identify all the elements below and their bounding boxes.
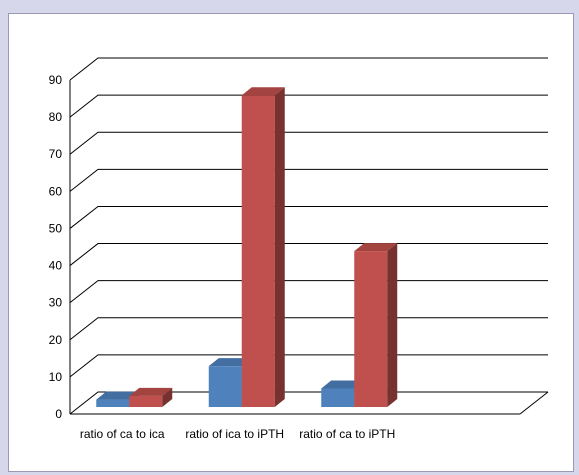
bar-2-3 [354, 243, 397, 407]
y-tick-label-20: 20 [49, 333, 63, 347]
bar-2-2 [242, 87, 285, 407]
gridline-30 [70, 281, 548, 303]
gridline-60 [70, 169, 548, 191]
gridline-90 [70, 58, 548, 80]
gridline-20 [70, 318, 548, 340]
gridline-50 [70, 206, 548, 228]
bar-front-face [209, 366, 242, 407]
grid-layer [70, 58, 548, 414]
floor-right-edge [520, 392, 548, 414]
gridline-70 [70, 132, 548, 154]
y-tick-label-80: 80 [49, 110, 63, 124]
y-tick-label-30: 30 [49, 296, 63, 310]
bar-front-face [129, 396, 162, 407]
y-tick-label-60: 60 [49, 184, 63, 198]
axis-layer [70, 80, 548, 414]
y-tick-label-10: 10 [49, 370, 63, 384]
bar-front-face [321, 388, 354, 407]
bar-2-1 [129, 388, 172, 407]
y-tick-label-40: 40 [49, 259, 63, 273]
y-tick-label-90: 90 [49, 73, 63, 87]
bar-front-face [242, 95, 275, 407]
bar-layer [96, 87, 397, 407]
bar-side-face [387, 243, 397, 407]
y-tick-label-0: 0 [55, 407, 62, 421]
y-tick-label-70: 70 [49, 147, 63, 161]
bar-side-face [275, 87, 285, 407]
gridline-10 [70, 355, 548, 377]
bar-front-face [96, 400, 129, 407]
gridline-40 [70, 244, 548, 266]
x-category-label-3: ratio of ca to iPTH [299, 427, 395, 441]
x-category-label-2: ratio of ica to iPTH [185, 427, 284, 441]
gridline-80 [70, 95, 548, 117]
x-category-label-1: ratio of ca to ica [80, 427, 165, 441]
bar-front-face [354, 251, 387, 407]
y-tick-label-50: 50 [49, 221, 63, 235]
